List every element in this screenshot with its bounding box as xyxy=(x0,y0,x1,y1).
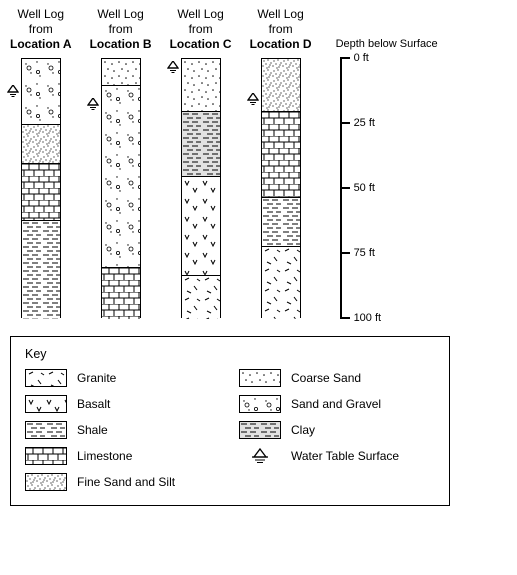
legend-swatch xyxy=(25,369,67,387)
legend-label: Water Table Surface xyxy=(291,449,399,463)
legend-label: Basalt xyxy=(77,397,110,411)
layer-shale xyxy=(262,197,300,246)
legend-item-shale: Shale xyxy=(25,421,221,439)
legend-item-limestone: Limestone xyxy=(25,447,221,465)
legend-label: Fine Sand and Silt xyxy=(77,475,175,489)
water-table-icon xyxy=(167,61,179,80)
strat-column xyxy=(181,58,221,318)
strat-column xyxy=(101,58,141,318)
legend-item-WATER_TABLE: Water Table Surface xyxy=(239,447,435,465)
strat-column xyxy=(261,58,301,318)
well-log-B: Well LogfromLocation B xyxy=(90,10,152,318)
layer-fine_sand_silt xyxy=(22,124,60,163)
depth-tick-label: 0 ft xyxy=(354,52,369,64)
strat-column xyxy=(21,58,61,318)
legend-label: Clay xyxy=(291,423,315,437)
well-log-A: Well LogfromLocation A xyxy=(10,10,72,318)
legend-swatch xyxy=(239,369,281,387)
legend-title: Key xyxy=(25,347,435,361)
layer-granite xyxy=(262,246,300,319)
legend-label: Shale xyxy=(77,423,108,437)
well-log-D: Well LogfromLocation D xyxy=(250,10,312,318)
layer-sand_gravel xyxy=(22,59,60,124)
well-log-title: Well LogfromLocation A xyxy=(10,10,72,52)
layer-granite xyxy=(182,275,220,319)
layer-limestone xyxy=(262,111,300,197)
legend-swatch xyxy=(25,473,67,491)
layer-limestone xyxy=(22,163,60,220)
well-log-C: Well LogfromLocation C xyxy=(170,10,232,318)
layer-clay xyxy=(182,111,220,176)
legend-label: Sand and Gravel xyxy=(291,397,381,411)
depth-tick-label: 50 ft xyxy=(354,182,375,194)
legend-label: Granite xyxy=(77,371,116,385)
legend-item-granite: Granite xyxy=(25,369,221,387)
water-table-icon xyxy=(247,93,259,112)
layer-shale xyxy=(22,220,60,319)
layer-sand_gravel xyxy=(102,85,140,267)
legend-swatch xyxy=(239,421,281,439)
well-log-title: Well LogfromLocation B xyxy=(90,10,152,52)
depth-axis-title: Depth below Surface xyxy=(336,10,438,52)
water-table-icon xyxy=(87,98,99,117)
legend-item-clay: Clay xyxy=(239,421,435,439)
legend-box: Key Granite Coarse Sand Basalt Sand and Gra… xyxy=(10,336,450,506)
well-log-title: Well LogfromLocation D xyxy=(250,10,312,52)
layer-fine_sand_silt xyxy=(262,59,300,111)
depth-tick-label: 100 ft xyxy=(354,312,382,324)
legend-swatch xyxy=(25,395,67,413)
legend-swatch xyxy=(239,395,281,413)
water-table-icon xyxy=(7,85,19,104)
layer-coarse_sand xyxy=(102,59,140,85)
water-table-icon xyxy=(239,447,281,465)
depth-tick-label: 25 ft xyxy=(354,117,375,129)
depth-tick-label: 75 ft xyxy=(354,247,375,259)
legend-item-coarse_sand: Coarse Sand xyxy=(239,369,435,387)
well-log-title: Well LogfromLocation C xyxy=(170,10,232,52)
legend-swatch xyxy=(25,421,67,439)
legend-item-basalt: Basalt xyxy=(25,395,221,413)
layer-limestone xyxy=(102,267,140,319)
legend-item-sand_gravel: Sand and Gravel xyxy=(239,395,435,413)
legend-label: Coarse Sand xyxy=(291,371,361,385)
well-logs-row: Well LogfromLocation A Well LogfromLocati… xyxy=(10,10,507,318)
legend-label: Limestone xyxy=(77,449,132,463)
layer-basalt xyxy=(182,176,220,275)
depth-axis: Depth below Surface 0 ft25 ft50 ft75 ft1… xyxy=(336,10,438,318)
legend-item-fine_sand_silt: Fine Sand and Silt xyxy=(25,473,221,491)
legend-swatch xyxy=(25,447,67,465)
layer-coarse_sand xyxy=(182,59,220,111)
